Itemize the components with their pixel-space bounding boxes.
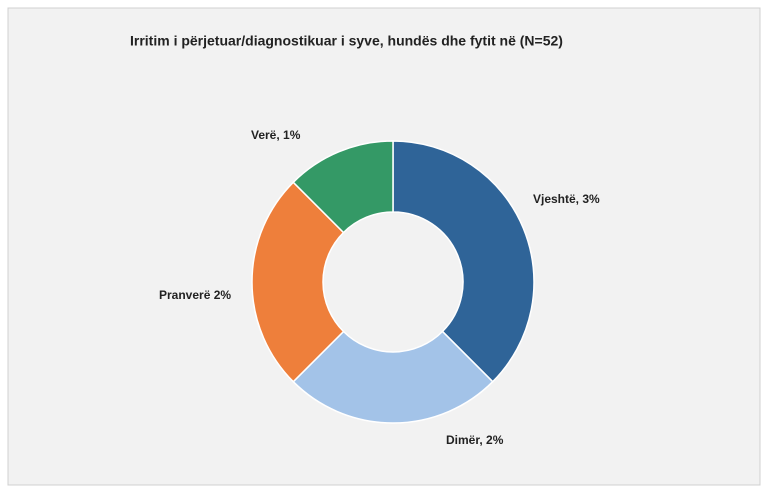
- data-label: Pranverë 2%: [159, 288, 231, 302]
- data-label: Vjeshtë, 3%: [533, 192, 600, 206]
- donut-slice: [251, 181, 345, 383]
- donut-slice: [292, 330, 494, 424]
- chart-title: Irritim i përjetuar/diagnostikuar i syve…: [130, 33, 563, 49]
- data-label: Verë, 1%: [251, 128, 301, 142]
- donut-slice: [292, 140, 394, 234]
- data-label: Dimër, 2%: [446, 433, 504, 447]
- donut-slice: [392, 140, 535, 383]
